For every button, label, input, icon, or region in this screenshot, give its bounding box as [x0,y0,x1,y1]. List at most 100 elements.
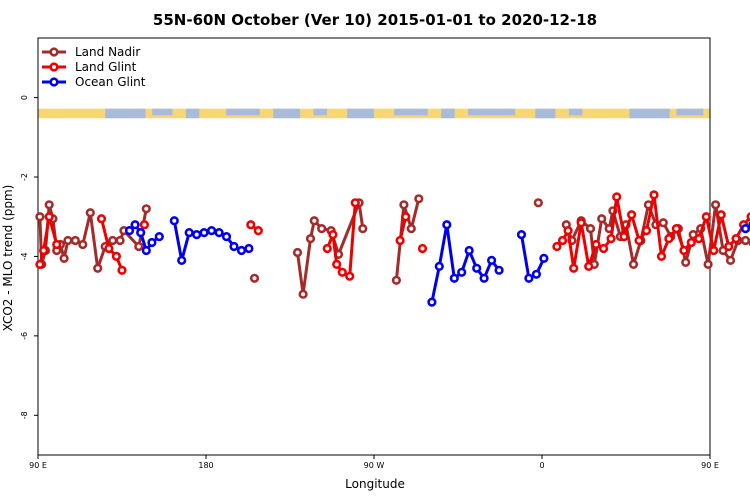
data-point-ocean-glint [214,228,224,238]
series-line-land-glint [100,218,124,271]
x-tick-label: 90 E [701,461,719,470]
data-point-land-nadir [710,200,721,210]
data-point-land-glint [664,234,674,244]
data-point-land-nadir [309,216,319,226]
data-point-ocean-glint [494,265,504,275]
data-point-land-glint [591,239,601,250]
series-line-land-glint [38,215,59,265]
data-point-ocean-glint [236,245,247,256]
data-point-land-nadir [115,235,125,246]
data-point-ocean-glint [516,230,527,240]
data-point-ocean-glint [177,255,187,266]
y-tick-label: -6 [20,332,29,340]
data-point-land-glint [634,235,644,246]
data-point-ocean-glint [457,267,467,277]
data-point-land-glint [563,226,573,236]
data-point-ocean-glint [229,241,239,252]
map-strip-ocean [535,108,556,119]
legend-label: Land Nadir [75,45,140,59]
data-point-land-glint [606,234,616,244]
data-point-ocean-glint [147,237,157,248]
map-strip-ocean [468,108,516,116]
y-tick-label: 0 [20,95,29,100]
data-point-ocean-glint [221,232,232,242]
data-point-ocean-glint [434,261,444,272]
data-point-ocean-glint [192,230,202,240]
data-point-ocean-glint [154,232,164,242]
data-point-land-glint [552,241,562,252]
map-strip-ocean [152,108,173,116]
data-point-land-nadir [658,218,668,228]
data-point-land-glint [322,243,332,254]
legend-swatch-marker [49,62,59,72]
data-point-land-nadir [35,212,45,222]
data-point-land-nadir [93,263,103,273]
map-strip-ocean [441,108,455,119]
series-line-land-glint [325,202,357,278]
data-point-land-glint [332,259,342,270]
map-strip-ocean [347,108,374,119]
data-point-land-glint [656,251,667,261]
data-point-land-glint [35,259,45,270]
map-strip-ocean [629,108,670,119]
data-point-land-glint [96,214,107,224]
data-point-land-nadir [414,194,424,204]
data-point-ocean-glint [427,297,437,307]
map-strip-ocean [313,108,327,116]
series-ocean-glint [124,216,750,307]
data-point-land-nadir [108,235,118,246]
data-point-land-nadir [725,255,736,266]
legend-item-land-glint: Land Glint [42,60,137,74]
data-point-ocean-glint [524,273,534,283]
data-point-land-glint [253,226,263,236]
legend-label: Land Glint [75,60,137,74]
data-point-land-glint [649,190,659,200]
data-point-ocean-glint [740,224,750,234]
data-point-ocean-glint [136,228,146,238]
data-point-ocean-glint [199,228,209,238]
data-point-ocean-glint [207,226,217,236]
data-point-land-nadir [597,214,607,224]
data-point-ocean-glint [442,220,452,230]
data-point-land-glint [598,243,609,254]
data-point-land-nadir [85,208,95,218]
data-point-land-glint [584,261,594,272]
data-point-ocean-glint [487,255,497,266]
data-point-land-nadir [44,200,54,210]
data-point-ocean-glint [449,273,459,283]
data-point-land-nadir [78,239,88,250]
data-point-land-glint [38,245,49,256]
data-point-ocean-glint [124,226,135,236]
data-point-land-glint [716,210,726,220]
x-tick-label: 0 [539,461,544,470]
data-point-land-glint [139,220,149,230]
data-point-ocean-glint [130,220,140,230]
data-point-land-glint [417,243,428,254]
data-point-land-glint [612,192,622,202]
data-point-land-glint [111,251,121,261]
legend-swatch-marker [49,47,59,57]
x-axis-ticks: 90 E 180 90 W 0 90 E [29,455,719,470]
world-map-strip [38,108,710,119]
legend-label: Ocean Glint [75,75,146,89]
data-point-land-glint [337,267,347,277]
data-point-ocean-glint [464,245,474,256]
data-point-ocean-glint [169,216,179,226]
data-point-land-nadir [70,235,80,246]
map-strip-ocean [568,108,583,116]
y-tick-label: -8 [20,411,29,419]
data-point-land-glint [694,234,704,244]
data-point-land-nadir [406,224,416,234]
data-point-land-glint [328,230,338,240]
map-strip-ocean [226,108,260,116]
data-point-land-nadir [305,234,316,244]
data-point-ocean-glint [479,273,489,283]
series-line-ocean-glint [430,223,501,303]
data-point-land-nadir [59,253,69,263]
data-point-land-glint [746,212,750,222]
chart-title: 55N-60N October (Ver 10) 2015-01-01 to 2… [153,11,597,29]
data-point-land-glint [557,235,568,246]
legend-item-ocean-glint: Ocean Glint [42,75,146,89]
